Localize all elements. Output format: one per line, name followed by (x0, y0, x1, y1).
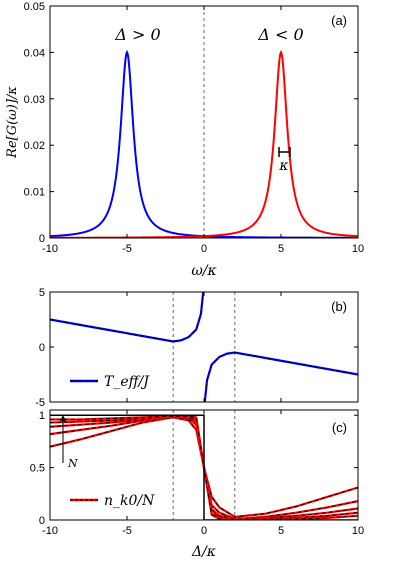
xtick-label: -10 (42, 243, 58, 255)
panel-b-label: (b) (331, 299, 347, 314)
ytick-label: 0.03 (24, 94, 45, 106)
xtick-label: -5 (122, 243, 132, 255)
annotation-delta-positive: Δ > 0 (114, 25, 160, 44)
step-function-line (50, 414, 358, 520)
nk0-series-2-dashed (50, 415, 358, 520)
panel-c-legend-label: n_k0/N (104, 493, 155, 509)
nk0-series-1-dashed (50, 415, 358, 520)
teff-branch-right-dashed (204, 351, 358, 402)
panel-b-legend-label: T_eff/J (104, 374, 150, 390)
panel-b-frame (49, 291, 359, 403)
ytick-label: 0 (39, 342, 45, 354)
xtick-label: -5 (122, 525, 132, 537)
xtick-label: 10 (352, 525, 364, 537)
xtick-label: 0 (201, 243, 207, 255)
ytick-label: 1 (39, 410, 45, 422)
xtick-label: 0 (201, 525, 207, 537)
ytick-label: 0.02 (24, 140, 45, 152)
xtick-label: 10 (352, 243, 364, 255)
panel-c-label: (c) (332, 420, 347, 435)
xtick-label: -10 (42, 525, 58, 537)
teff-branch-left-dashed (50, 292, 204, 343)
ytick-label: 0.05 (24, 1, 45, 13)
kappa-width-marker (278, 147, 291, 157)
panel-b: -5 0 5 (b) T_eff/J (35, 287, 359, 409)
xtick-label: 5 (278, 243, 284, 255)
panel-a-label: (a) (331, 13, 347, 28)
panel-a: 0 0.01 0.02 0.03 0.04 0.05 -10 -5 0 5 10 (a) Δ > 0… (5, 1, 364, 279)
annotation-kappa: κ (278, 158, 288, 174)
panel-c: 0 0.5 1 -10 -5 0 5 10 (c) N n_k0/N Δ/κ (30, 409, 364, 560)
ytick-label: 0.04 (24, 47, 45, 59)
xtick-label: 5 (278, 525, 284, 537)
teff-branch-left (50, 292, 205, 343)
panel-a-xlabel: ω/κ (191, 263, 216, 279)
ytick-label: 5 (39, 287, 45, 299)
arrow-n-label: N (67, 457, 78, 470)
teff-branch-right (203, 351, 358, 402)
panel-c-xlabel: Δ/κ (191, 544, 216, 560)
ytick-label: 0 (39, 515, 45, 527)
ytick-label: 0.5 (30, 463, 45, 475)
ytick-label: 0 (39, 233, 45, 245)
panel-b-legend: T_eff/J (70, 374, 150, 390)
annotation-delta-negative: Δ < 0 (257, 25, 303, 44)
panel-c-legend: n_k0/N (70, 493, 155, 509)
ytick-label: -5 (35, 397, 45, 409)
ytick-label: 0.01 (24, 187, 45, 199)
panel-a-ylabel: Re[G(ω)]/κ (5, 86, 20, 159)
